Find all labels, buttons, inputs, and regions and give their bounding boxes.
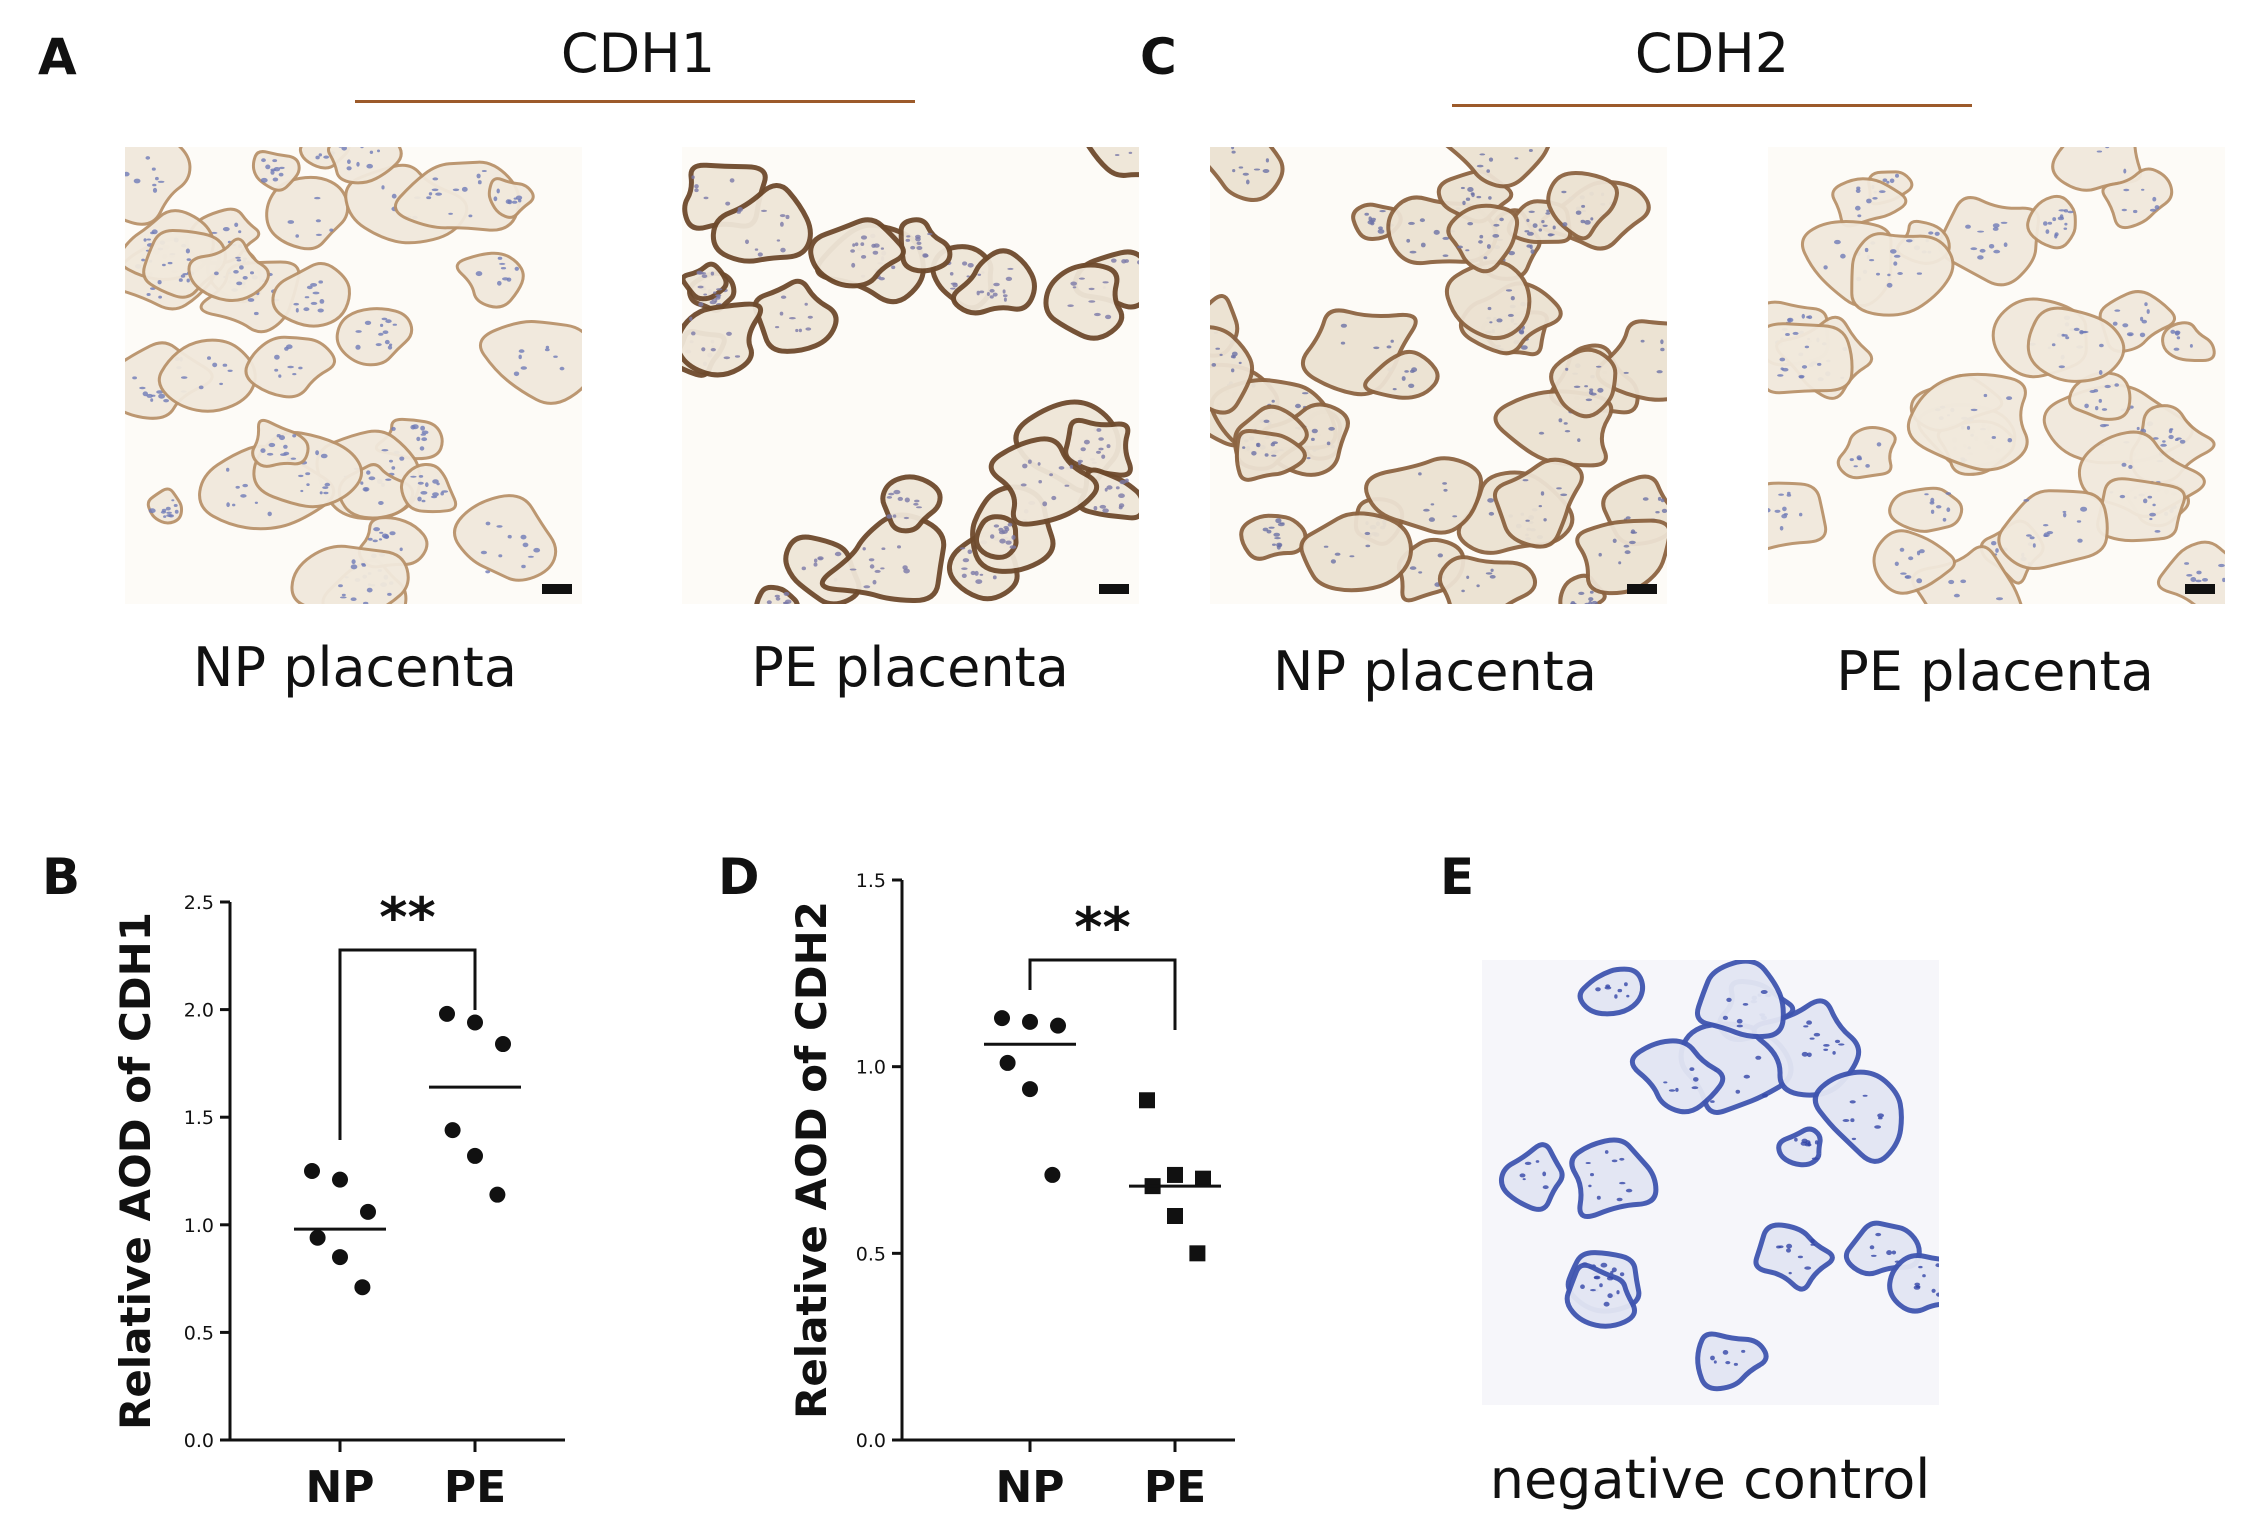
chart-b-point-pe <box>467 1014 483 1031</box>
chart-b-point-pe <box>489 1186 506 1203</box>
chart-b-significance-bracket <box>338 948 477 1140</box>
chart-b-y-tick-label: 0.5 <box>184 1322 214 1344</box>
chart-d-point-np <box>1022 1081 1038 1098</box>
chart-d-significance-label: ** <box>1074 896 1130 959</box>
chart-d-y-axis-title: Relative AOD of CDH2 <box>787 901 836 1419</box>
chart-b-y-tick-label: 2.5 <box>184 892 214 914</box>
chart-b-point-np <box>332 1249 348 1266</box>
micrograph-cdh1-pe <box>682 147 1139 604</box>
scale-bar <box>1627 584 1657 594</box>
chart-b-y-axis-title: Relative AOD of CDH1 <box>111 912 160 1430</box>
micrograph-cdh1-np <box>125 147 582 604</box>
chart-b-point-pe <box>444 1122 461 1139</box>
chart-b-point-pe <box>467 1147 483 1164</box>
chart-b-plot: 0.0 0.5 1.0 1.5 2.0 2.5 Relative AOD of CDH1 NP… <box>111 886 565 1513</box>
chart-b-significance-label: ** <box>379 886 435 949</box>
chart-d-y-tick-label: 0.0 <box>856 1430 886 1452</box>
chart-b-point-np <box>332 1171 348 1188</box>
caption-cdh1-np: NP placenta <box>193 636 517 699</box>
caption-cdh2-pe: PE placenta <box>1836 640 2154 703</box>
chart-d-point-np <box>994 1010 1010 1027</box>
micrograph-negative-control <box>1482 960 1939 1405</box>
panel-letter-a: A <box>38 28 77 86</box>
panel-c-header: CDH2 <box>1634 22 1790 85</box>
chart-b-y-tick-label: 1.5 <box>184 1107 214 1129</box>
scale-bar <box>1099 584 1129 594</box>
chart-d-y-tick-label: 0.5 <box>856 1243 886 1265</box>
chart-b-x-tick-label-np: NP <box>305 1462 374 1513</box>
chart-d-point-np <box>1044 1166 1061 1183</box>
caption-cdh2-np: NP placenta <box>1273 640 1597 703</box>
chart-b-y-tick-label: 2.0 <box>184 1000 214 1022</box>
chart-b-point-np <box>309 1229 326 1246</box>
micrograph-cdh2-pe <box>1768 147 2225 604</box>
chart-d-plot: 0.0 0.5 1.0 1.5 Relative AOD of CDH2 NP PE ** <box>787 870 1235 1513</box>
caption-negative-control: negative control <box>1489 1448 1931 1511</box>
panel-a-header: CDH1 <box>560 22 716 85</box>
chart-d-point-pe <box>1195 1170 1211 1187</box>
chart-d-x-tick-label-np: NP <box>995 1462 1064 1513</box>
chart-b-x-tick-label-pe: PE <box>444 1462 506 1513</box>
chart-b-y-tick-label: 1.0 <box>184 1215 214 1237</box>
panel-letter-e: E <box>1440 848 1475 906</box>
panel-a-header-line <box>355 100 915 103</box>
chart-d-point-np <box>1022 1013 1038 1030</box>
chart-d-significance-bracket <box>1028 958 1177 1030</box>
chart-d-point-pe <box>1167 1166 1183 1183</box>
micrograph-cdh2-np <box>1210 147 1667 604</box>
scale-bar <box>2185 584 2215 594</box>
chart-b-y-tick-label: 0.0 <box>184 1430 214 1452</box>
chart-b-point-np <box>304 1163 320 1179</box>
caption-cdh1-pe: PE placenta <box>751 636 1069 699</box>
chart-d-point-pe <box>1167 1208 1183 1224</box>
chart-d-point-np <box>999 1054 1016 1071</box>
chart-b: 0.0 0.5 1.0 1.5 2.0 2.5 Relative AOD of CDH1 NP… <box>110 870 600 1530</box>
chart-d-y-tick-label: 1.5 <box>856 870 886 892</box>
scale-bar <box>542 584 572 594</box>
chart-b-point-pe <box>439 1005 455 1022</box>
chart-d-point-np <box>1050 1017 1066 1034</box>
chart-d-x-tick-label-pe: PE <box>1144 1462 1206 1513</box>
panel-letter-c: C <box>1140 28 1177 86</box>
chart-d-point-pe <box>1139 1092 1155 1109</box>
chart-b-point-np <box>360 1203 376 1220</box>
chart-b-point-pe <box>495 1036 511 1053</box>
chart-d: 0.0 0.5 1.0 1.5 Relative AOD of CDH2 NP PE ** <box>787 860 1280 1530</box>
chart-d-y-tick-label: 1.0 <box>856 1057 886 1079</box>
panel-letter-d: D <box>718 848 760 906</box>
panel-letter-b: B <box>42 848 81 906</box>
panel-c-header-line <box>1452 104 1972 107</box>
chart-d-point-pe <box>1189 1245 1206 1262</box>
chart-b-point-np <box>354 1279 371 1296</box>
